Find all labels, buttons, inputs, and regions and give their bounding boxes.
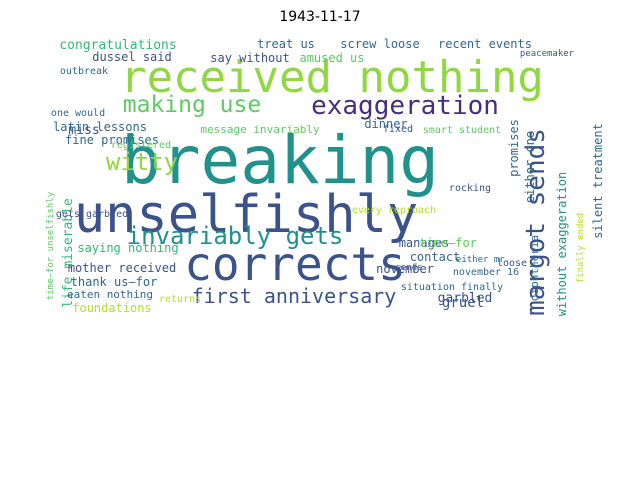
word-cloud-word: corrects (184, 237, 406, 291)
word-cloud-word: finally ended (576, 213, 586, 283)
word-cloud-word: smart student (423, 125, 501, 136)
word-cloud-word: returns (159, 294, 201, 305)
word-cloud-word: life miserable (61, 198, 76, 308)
word-cloud-word: dussel said (92, 50, 171, 64)
word-cloud-word: margot sends (521, 128, 551, 316)
word-cloud-word: invariably gets (127, 222, 344, 250)
word-cloud-word: eaten nothing (67, 288, 153, 301)
word-cloud-word: first anniversary (192, 284, 397, 308)
word-cloud-word: one would (51, 108, 105, 119)
word-cloud-word: latin lessons (53, 120, 147, 134)
word-cloud-word: contact (410, 250, 461, 264)
word-cloud-word: mother received (68, 261, 176, 275)
word-cloud-word: every reproach (352, 205, 436, 216)
word-cloud-word: treat us (257, 37, 315, 51)
word-cloud-word: loose (497, 258, 527, 269)
word-cloud-word: fine promises (65, 133, 159, 147)
word-cloud-word: received nothing (120, 52, 544, 103)
word-cloud-word: november 16 (453, 267, 519, 278)
word-cloud-word: either one (523, 131, 537, 203)
word-cloud-word: dinner (364, 117, 407, 131)
word-cloud-word: saying nothing (77, 241, 178, 255)
word-cloud-word: gruel (442, 295, 484, 311)
word-cloud-word: recent events (438, 37, 532, 51)
word-cloud-word: making use (123, 92, 261, 118)
chart-title: 1943-11-17 (279, 9, 361, 25)
word-cloud-word: promises (507, 119, 521, 177)
word-cloud-word: registered (111, 140, 171, 151)
word-cloud-word: rocking (449, 183, 491, 194)
word-cloud-word: breaking (121, 122, 439, 199)
word-cloud-word: without exaggeration (555, 172, 569, 317)
word-cloud-word: silent treatment (591, 123, 605, 239)
word-cloud-word: message invariably (200, 123, 320, 136)
word-cloud-word: screw loose (340, 37, 419, 51)
word-cloud-word: gets garbled (56, 209, 128, 220)
word-cloud-word: outbreak (60, 66, 108, 77)
word-cloud-word: exaggeration (311, 91, 499, 121)
word-cloud-word: witty (106, 148, 178, 176)
word-cloud-word: amused us (299, 51, 364, 65)
word-cloud-word: say without (210, 51, 289, 65)
word-cloud-word: time—for (419, 236, 477, 250)
word-cloud-word: peacemaker (520, 49, 575, 59)
word-cloud-word: either mr. (456, 255, 510, 265)
word-cloud-word: congratulations (59, 38, 176, 53)
word-cloud-word: situation finally (401, 282, 503, 293)
word-cloud-word: garbled (438, 291, 493, 306)
word-cloud-word: diphtheria (528, 235, 541, 301)
word-cloud-word: sends (395, 263, 422, 273)
word-cloud-word: thank us—for (71, 275, 158, 289)
word-cloud-word: miss (68, 123, 99, 138)
word-cloud-word: time—for unselfishly (46, 191, 56, 300)
word-cloud-word: unselfishly (74, 185, 418, 245)
word-cloud-word: november (376, 262, 434, 276)
word-cloud-word: manages (399, 236, 450, 250)
word-cloud-word: fixed (383, 124, 413, 135)
word-cloud-word: foundations (72, 301, 151, 315)
